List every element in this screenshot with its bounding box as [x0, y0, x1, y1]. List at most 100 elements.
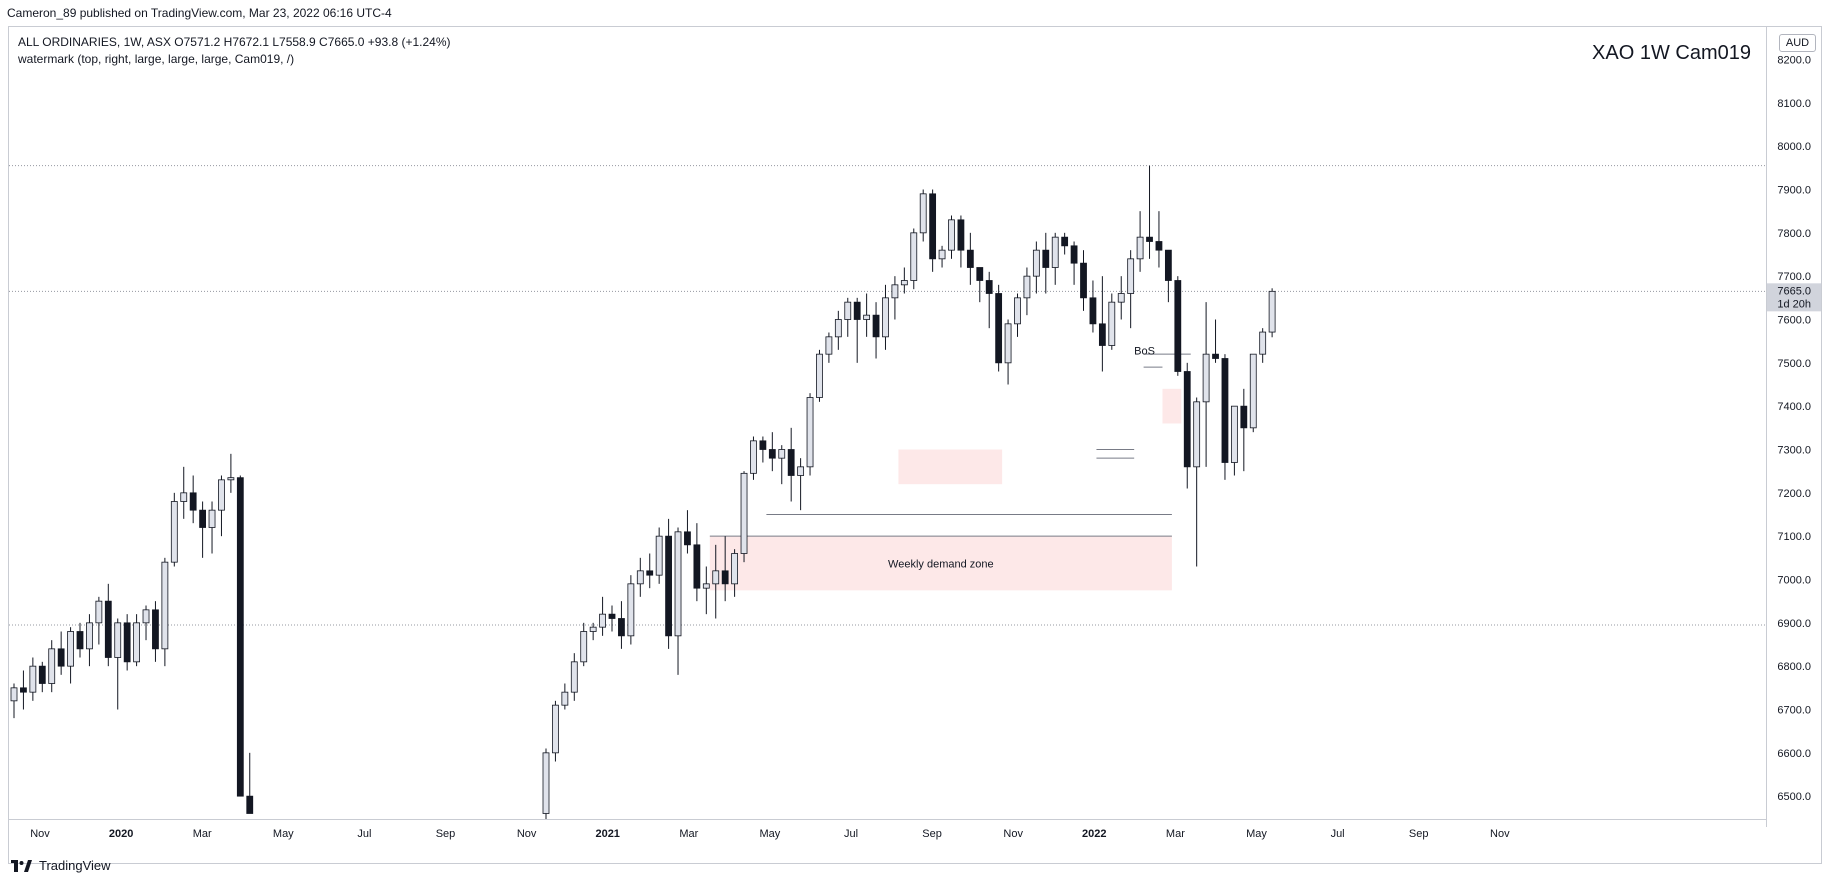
candle-28: [806, 397, 814, 468]
candle-crash-0: [246, 795, 254, 814]
candle-47: [985, 280, 993, 294]
candle-63: [1136, 236, 1144, 260]
candle-46: [976, 267, 984, 281]
price-tick-label: 7300.0: [1777, 445, 1811, 457]
candle-32: [844, 301, 852, 320]
price-tick-label: 6900.0: [1777, 618, 1811, 630]
candle-39: [910, 232, 918, 281]
candle-30: [825, 336, 833, 355]
candle-2019-20: [199, 509, 207, 528]
price-tick-label: 7200.0: [1777, 488, 1811, 500]
candle-52: [1032, 249, 1040, 277]
candlestick-chart[interactable]: Weekly demand zone BoS: [9, 27, 1766, 820]
candle-2019-0: [10, 687, 18, 702]
candle-71: [1212, 353, 1219, 359]
time-tick-label: Jul: [844, 828, 858, 840]
price-tick-label: 6800.0: [1777, 661, 1811, 673]
currency-badge[interactable]: AUD: [1779, 34, 1816, 52]
candle-74: [1240, 405, 1248, 429]
candle-65: [1155, 241, 1163, 251]
candle-2019-15: [152, 609, 159, 650]
tradingview-brand[interactable]: TradingView: [11, 858, 111, 873]
candle-68: [1183, 371, 1191, 468]
tradingview-logo-icon: [11, 859, 32, 872]
candle-15: [684, 531, 691, 546]
price-tick-label: 8200.0: [1777, 55, 1811, 67]
candle-3: [570, 661, 578, 693]
candle-2019-10: [104, 600, 112, 658]
candle-6: [599, 613, 606, 628]
candle-9: [627, 583, 635, 637]
candle-29: [816, 353, 823, 398]
candle-38: [900, 280, 908, 286]
price-tick-label: 6500.0: [1777, 791, 1811, 803]
watermark-text: XAO 1W Cam019: [1592, 42, 1751, 64]
candle-2019-9: [95, 600, 103, 624]
price-tick-label: 7800.0: [1777, 228, 1811, 240]
candle-58: [1089, 297, 1097, 325]
price-tick-label: 7000.0: [1777, 575, 1811, 587]
time-tick-label: Mar: [679, 828, 698, 840]
time-tick-label: May: [273, 828, 294, 840]
zone-1: [1162, 388, 1182, 424]
price-tick-label: 7900.0: [1777, 185, 1811, 197]
brand-name: TradingView: [39, 858, 111, 873]
legend-ohlc-line: ALL ORDINARIES, 1W, ASX O7571.2 H7672.1 …: [18, 35, 451, 49]
time-tick-label: 2022: [1082, 828, 1106, 840]
candle-54: [1051, 236, 1059, 268]
candle-12: [655, 535, 663, 576]
time-axis[interactable]: Nov 2020 Mar May Jul Sep Nov 2021 Mar May Jul Sep No…: [9, 819, 1766, 846]
candle-2019-4: [48, 648, 56, 684]
time-tick-label: 2020: [109, 828, 133, 840]
candle-51: [1023, 275, 1031, 299]
zone-0: [709, 536, 1172, 591]
candle-40: [919, 193, 927, 234]
candle-2: [561, 691, 569, 706]
legend-indicator-line: watermark (top, right, large, large, lar…: [18, 52, 295, 66]
candle-31: [834, 319, 842, 338]
last-price-tag: [1767, 283, 1821, 312]
candle-2019-24: [236, 477, 244, 797]
candle-53: [1042, 249, 1050, 268]
candle-2019-16: [161, 561, 169, 650]
time-tick-label: Sep: [436, 828, 456, 840]
candle-26: [787, 449, 795, 476]
candle-42: [938, 249, 946, 260]
candle-77: [1268, 290, 1276, 333]
candle-5: [589, 626, 597, 632]
candle-35: [872, 314, 880, 338]
candle-24: [768, 449, 776, 459]
price-tick-label: 7600.0: [1777, 315, 1811, 327]
candle-16: [693, 544, 701, 589]
time-tick-label: 2021: [595, 828, 619, 840]
candle-33: [853, 301, 861, 320]
candle-61: [1117, 293, 1125, 303]
candle-0: [542, 752, 550, 814]
time-tick-label: Mar: [1166, 828, 1185, 840]
candle-34: [863, 314, 871, 320]
candle-2019-13: [133, 622, 140, 663]
candle-4: [580, 631, 588, 663]
candle-22: [750, 440, 757, 474]
price-tick-label: 8100.0: [1777, 98, 1811, 110]
candle-10: [636, 570, 644, 585]
candle-2019-2: [29, 665, 37, 693]
candle-2019-14: [142, 609, 150, 624]
price-axis[interactable]: 8200.0 8100.0 8000.0 7900.0 7800.0 7700.0 7600…: [1766, 27, 1823, 827]
candle-2019-1: [20, 687, 27, 693]
publisher-header: Cameron_89 published on TradingView.com,…: [7, 6, 392, 20]
candle-1: [552, 704, 559, 754]
candle-13: [665, 535, 672, 637]
candle-20: [731, 553, 738, 585]
candle-66: [1164, 249, 1172, 281]
candle-73: [1230, 405, 1238, 463]
symbol-legend: ALL ORDINARIES, 1W, ASX O7571.2 H7672.1 …: [18, 34, 451, 68]
time-tick-label: Nov: [1003, 828, 1023, 840]
candle-18: [712, 570, 720, 585]
candle-59: [1098, 323, 1106, 346]
time-tick-label: Jul: [357, 828, 371, 840]
candle-43: [948, 219, 955, 251]
candle-25: [778, 449, 786, 459]
annotation-0: BoS: [1134, 346, 1155, 358]
candle-7: [608, 613, 616, 619]
